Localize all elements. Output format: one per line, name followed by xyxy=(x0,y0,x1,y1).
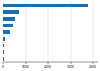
Bar xyxy=(3,10,19,14)
Bar xyxy=(3,17,15,21)
Bar xyxy=(3,57,4,61)
Bar xyxy=(3,50,4,54)
Bar xyxy=(3,24,13,27)
Bar xyxy=(3,37,5,41)
Bar xyxy=(3,44,4,47)
Bar xyxy=(3,30,10,34)
Bar xyxy=(3,4,88,7)
